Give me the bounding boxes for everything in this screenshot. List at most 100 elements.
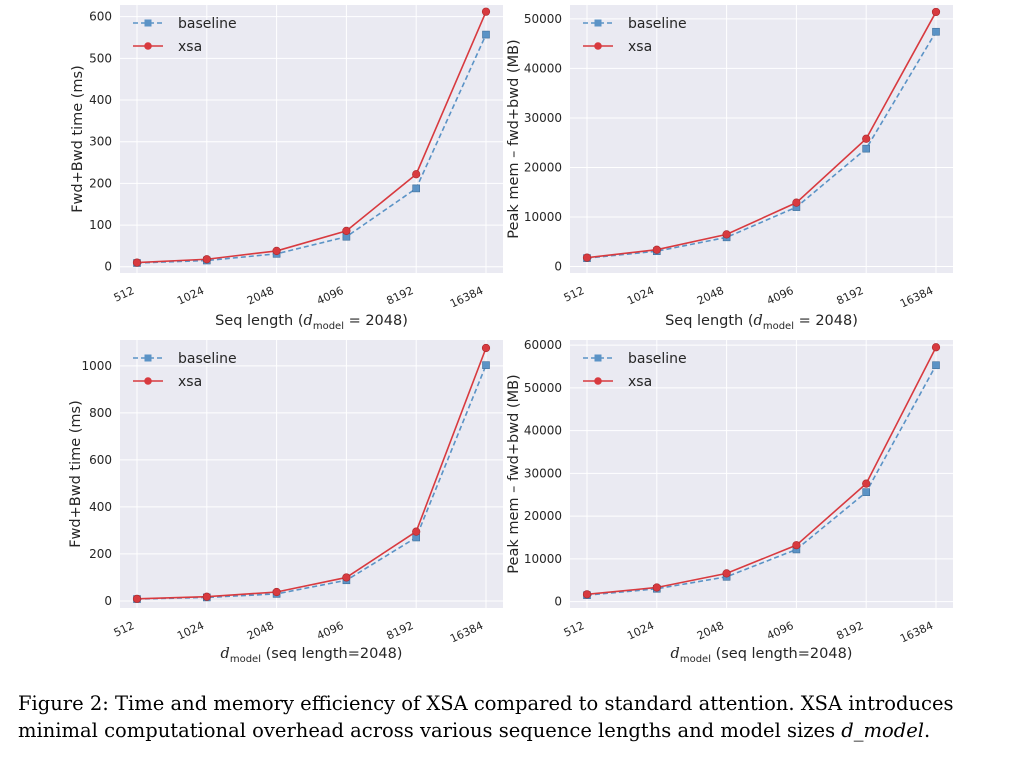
data-point-baseline [862,144,871,153]
legend-label-baseline: baseline [628,16,687,32]
x-axis-title-d: d [304,313,313,329]
legend-marker-xsa [144,377,152,385]
x-axis-title-post: = 2048) [794,313,858,329]
caption-text: Figure 2: Time and memory efficiency of … [18,692,954,742]
y-tick-label: 600 [89,453,112,467]
x-axis-title-d: d [671,646,680,662]
legend-label-baseline: baseline [628,351,687,367]
legend-marker-baseline [144,354,152,362]
x-tick-label: 1024 [625,284,656,308]
data-point-xsa [342,226,351,236]
x-tick-label: 2048 [695,619,726,643]
x-axis-title-sub: model [230,654,261,665]
data-point-xsa [652,583,661,592]
x-tick-label: 1024 [625,619,656,643]
caption-end: . [924,719,931,742]
data-point-baseline [932,27,940,36]
legend-marker-baseline [594,354,602,362]
y-tick-label: 300 [89,135,112,149]
legend-marker-xsa [594,42,602,50]
legend-marker-xsa [594,377,602,385]
chart-panel-3: 0 200 400 600 800 1000 512 1024 2048 4096 8192 1638… [68,340,503,665]
y-tick-label: 0 [554,595,562,609]
data-point-xsa [862,134,871,143]
x-tick-label: 512 [112,284,137,305]
series-line-xsa [136,347,487,600]
y-tick-label: 20000 [524,509,562,523]
data-point-xsa [931,343,941,352]
data-point-xsa [931,7,941,17]
data-point-baseline [932,361,940,370]
x-tick-label: 8192 [385,619,416,643]
legend-label-baseline: baseline [178,16,237,32]
x-tick-label: 4096 [765,619,796,643]
x-axis-title: Seq length (dmodel = 2048) [215,313,408,332]
legend-label-xsa: xsa [628,39,652,55]
y-tick-label: 500 [89,51,112,65]
data-point-baseline [482,361,490,369]
data-point-xsa [132,258,142,267]
x-tick-label: 16384 [448,284,485,311]
y-tick-label: 800 [89,406,112,420]
series-line-xsa [586,346,937,596]
legend-marker-baseline [594,19,602,27]
y-tick-label: 600 [89,10,112,24]
x-tick-label: 8192 [385,284,416,308]
legend-marker-xsa [144,42,152,50]
data-point-xsa [272,246,281,256]
data-point-xsa [412,170,421,179]
y-tick-label: 50000 [524,381,562,395]
data-point-baseline [862,488,871,496]
y-axis-title: Fwd+Bwd time (ms) [68,400,84,548]
legend-label-xsa: xsa [178,39,202,55]
data-point-xsa [862,479,871,488]
plot-area [570,5,953,273]
y-tick-label: 40000 [524,424,562,438]
y-axis-title: Peak mem – fwd+bwd (MB) [506,39,522,238]
y-tick-label: 30000 [524,111,562,125]
x-tick-label: 16384 [448,619,485,646]
x-tick-label: 512 [562,619,587,640]
legend-label-baseline: baseline [178,351,237,367]
x-tick-label: 4096 [765,284,796,308]
data-point-xsa [722,230,731,239]
x-tick-label: 4096 [315,284,346,308]
legend-marker-baseline [144,19,152,27]
series-line-xsa [586,11,937,259]
x-axis-title: Seq length (dmodel = 2048) [665,313,858,332]
x-tick-label: 1024 [175,284,206,308]
x-tick-label: 512 [112,619,137,640]
y-tick-label: 400 [89,93,112,107]
x-tick-label: 8192 [835,284,866,308]
y-tick-label: 30000 [524,466,562,480]
plot-area [120,340,503,608]
data-point-xsa [582,590,592,599]
x-axis-title-sub: model [763,321,794,332]
x-axis-title-sub: model [680,654,711,665]
data-point-xsa [722,569,731,578]
series-line-xsa [136,11,487,264]
y-axis-title: Peak mem – fwd+bwd (MB) [506,374,522,573]
x-axis-title-post: = 2048) [344,313,408,329]
chart-panel-4: 0 10000 20000 30000 40000 50000 60000 512 1024 20… [506,338,953,665]
data-point-xsa [481,343,491,353]
x-axis-title-post: (seq length=2048) [261,646,402,662]
x-tick-label: 2048 [245,619,276,643]
plot-area [120,5,503,273]
x-axis-title-pre: Seq length ( [215,313,303,329]
x-tick-label: 4096 [315,619,346,643]
chart-panel-1: 0 100 200 300 400 500 600 512 1024 2048 4096 8192 16… [70,5,503,332]
y-tick-label: 0 [104,594,112,608]
y-tick-label: 0 [554,260,562,274]
data-point-xsa [792,541,801,550]
x-tick-label: 8192 [835,619,866,643]
x-axis-title-post: (seq length=2048) [711,646,852,662]
data-point-xsa [412,527,421,536]
y-tick-label: 60000 [524,338,562,352]
series-line-baseline [136,34,487,264]
x-tick-label: 2048 [695,284,726,308]
x-tick-label: 512 [562,284,587,305]
legend-label-xsa: xsa [628,374,652,390]
x-axis-title: dmodel (seq length=2048) [221,646,403,665]
x-tick-label: 1024 [175,619,206,643]
